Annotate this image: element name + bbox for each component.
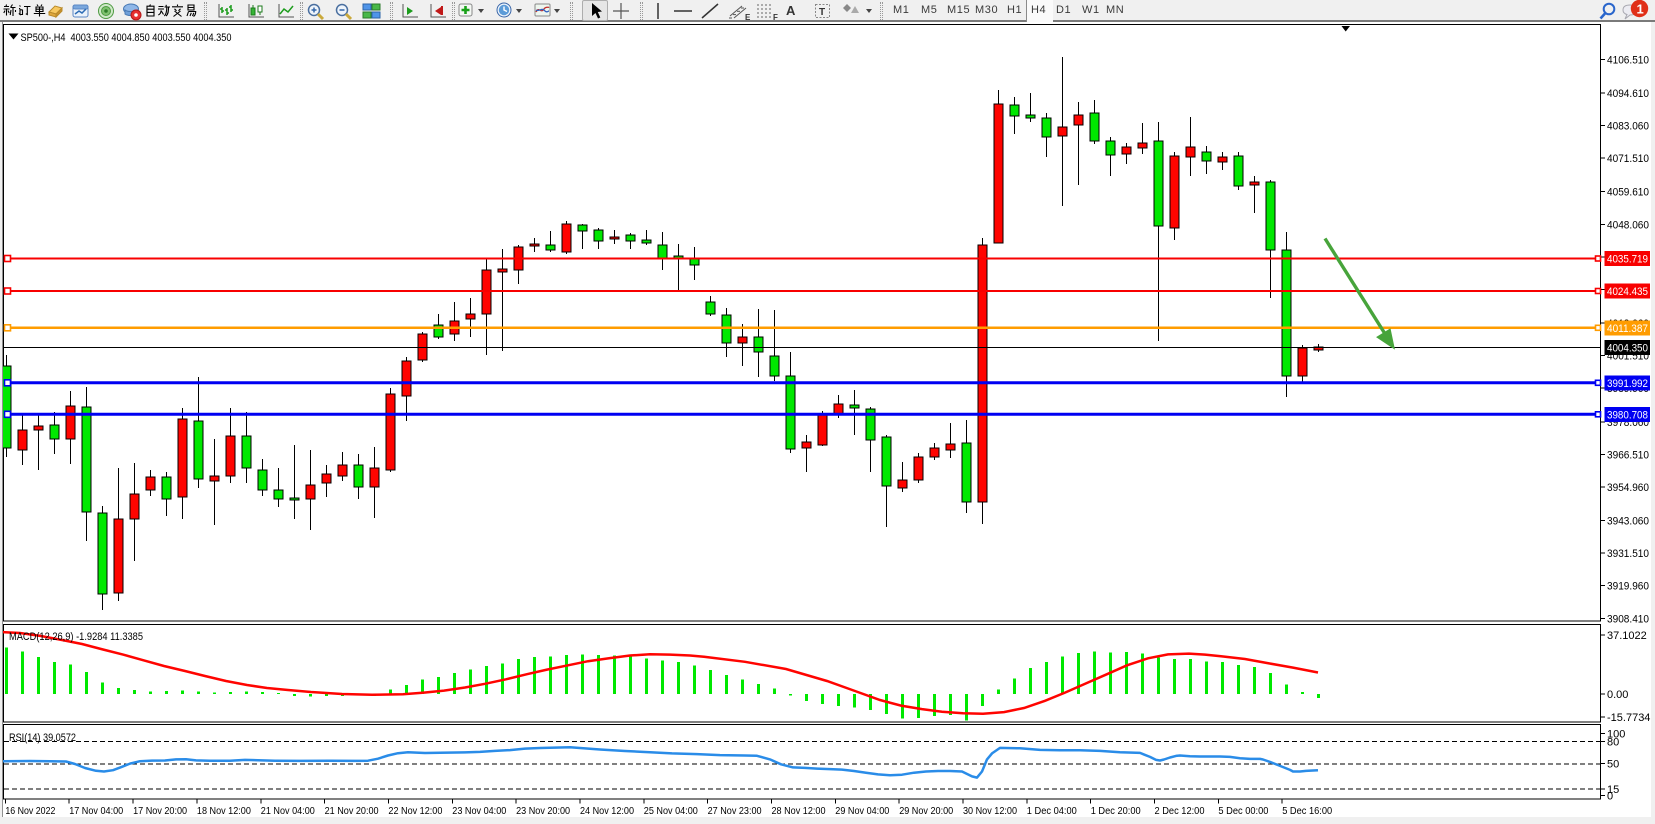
svg-text:3980.708: 3980.708 xyxy=(1607,409,1648,421)
svg-text:1 Dec 20:00: 1 Dec 20:00 xyxy=(1091,805,1141,817)
svg-text:5 Dec 00:00: 5 Dec 00:00 xyxy=(1218,805,1268,817)
svg-text:1 Dec 04:00: 1 Dec 04:00 xyxy=(1027,805,1077,817)
svg-text:18 Nov 12:00: 18 Nov 12:00 xyxy=(197,805,251,817)
svg-text:80: 80 xyxy=(1607,736,1619,748)
svg-text:4024.435: 4024.435 xyxy=(1607,286,1648,298)
svg-text:2 Dec 12:00: 2 Dec 12:00 xyxy=(1155,805,1205,817)
svg-text:4011.387: 4011.387 xyxy=(1607,323,1648,335)
svg-text:3991.992: 3991.992 xyxy=(1607,378,1648,390)
svg-text:4094.610: 4094.610 xyxy=(1607,88,1649,100)
svg-text:-15.7734: -15.7734 xyxy=(1607,712,1650,724)
svg-text:23 Nov 20:00: 23 Nov 20:00 xyxy=(516,805,570,817)
svg-text:50: 50 xyxy=(1607,758,1619,770)
svg-text:F: F xyxy=(773,13,778,21)
svg-text:21 Nov 04:00: 21 Nov 04:00 xyxy=(261,805,315,817)
svg-text:23 Nov 04:00: 23 Nov 04:00 xyxy=(452,805,506,817)
svg-text:E: E xyxy=(745,13,751,21)
svg-text:21 Nov 20:00: 21 Nov 20:00 xyxy=(325,805,379,817)
svg-text:29 Nov 04:00: 29 Nov 04:00 xyxy=(835,805,889,817)
svg-text:1: 1 xyxy=(1637,2,1644,17)
svg-text:4059.610: 4059.610 xyxy=(1607,187,1649,199)
svg-text:29 Nov 20:00: 29 Nov 20:00 xyxy=(899,805,953,817)
svg-text:3943.060: 3943.060 xyxy=(1607,516,1649,528)
svg-text:3966.510: 3966.510 xyxy=(1607,449,1649,461)
svg-text:30 Nov 12:00: 30 Nov 12:00 xyxy=(963,805,1017,817)
svg-text:37.1022: 37.1022 xyxy=(1607,630,1647,642)
svg-text:17 Nov 04:00: 17 Nov 04:00 xyxy=(69,805,123,817)
svg-text:3931.510: 3931.510 xyxy=(1607,548,1649,560)
svg-text:T: T xyxy=(819,7,825,18)
svg-text:0: 0 xyxy=(1607,791,1613,803)
svg-text:27 Nov 23:00: 27 Nov 23:00 xyxy=(708,805,762,817)
svg-text:4048.060: 4048.060 xyxy=(1607,219,1649,231)
svg-text:17 Nov 20:00: 17 Nov 20:00 xyxy=(133,805,187,817)
svg-text:4004.350: 4004.350 xyxy=(1607,343,1648,355)
svg-text:24 Nov 12:00: 24 Nov 12:00 xyxy=(580,805,634,817)
svg-text:100: 100 xyxy=(1607,729,1625,741)
svg-text:SP500-,H4 4003.550 4004.850 4: SP500-,H4 4003.550 4004.850 4003.550 400… xyxy=(21,32,232,44)
svg-text:4071.510: 4071.510 xyxy=(1607,153,1649,165)
svg-text:4106.510: 4106.510 xyxy=(1607,54,1649,66)
svg-text:3919.960: 3919.960 xyxy=(1607,581,1649,593)
svg-text:28 Nov 12:00: 28 Nov 12:00 xyxy=(772,805,826,817)
svg-text:25 Nov 04:00: 25 Nov 04:00 xyxy=(644,805,698,817)
svg-text:4083.060: 4083.060 xyxy=(1607,121,1649,133)
svg-text:15: 15 xyxy=(1607,784,1619,796)
svg-text:3908.410: 3908.410 xyxy=(1607,613,1649,625)
svg-text:22 Nov 12:00: 22 Nov 12:00 xyxy=(388,805,442,817)
svg-text:5 Dec 16:00: 5 Dec 16:00 xyxy=(1282,805,1332,817)
svg-text:4035.719: 4035.719 xyxy=(1607,254,1648,266)
svg-text:RSI(14) 39.0572: RSI(14) 39.0572 xyxy=(9,732,76,744)
svg-text:3954.960: 3954.960 xyxy=(1607,482,1649,494)
svg-text:16 Nov 2022: 16 Nov 2022 xyxy=(5,805,55,817)
svg-text:0.00: 0.00 xyxy=(1607,689,1628,701)
svg-text:MACD(12,26,9) -1.9284 11.3385: MACD(12,26,9) -1.9284 11.3385 xyxy=(9,631,143,643)
